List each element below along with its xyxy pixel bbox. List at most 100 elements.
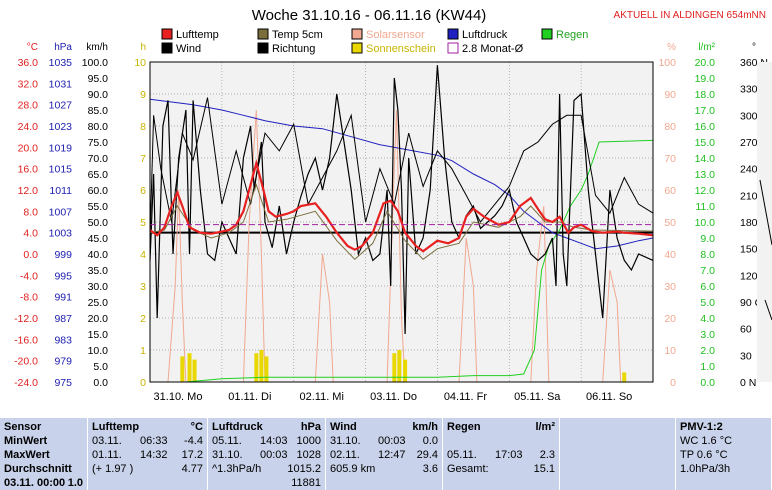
tick-wind-15: 25.0 [88,297,109,309]
stats-row: 605.9 km 3.6 [330,462,438,476]
stats-cell: 12:47 [378,449,406,461]
tick-temp-4: 20.0 [18,142,39,154]
tick-direction-12: 0 N [740,377,756,389]
stats-cell: 05.11. [447,449,477,461]
stats-cell: °C [190,421,203,433]
stats-cell: 31.10. [330,435,361,447]
tick-pressure-9: 999 [54,249,72,261]
stats-column-5 [560,418,676,490]
stats-cell: 00:03 [260,449,288,461]
tick-sun-8: 2 [140,313,146,325]
tick-pressure-13: 983 [54,334,72,346]
tick-wind-9: 55.0 [88,201,109,213]
tick-wind-14: 30.0 [88,281,109,293]
legend-swatch-2 [351,28,363,40]
tick-temp-15: -24.0 [14,377,38,389]
tick-rain-1: 19.0 [695,73,716,85]
stats-header: Regen l/m² [447,420,555,434]
tick-temp-9: 0.0 [23,249,38,261]
stats-cell: MaxWert [4,449,50,461]
stats-cell: WC 1.6 °C [680,435,733,447]
weather-week-chart: Woche 31.10.16 - 06.11.16 (KW44) AKTUELL… [14,7,772,403]
tick-wind-5: 75.0 [88,137,109,149]
tick-pressure-2: 1027 [49,100,73,112]
stats-cell: 1000 [296,435,321,447]
stats-row [564,448,671,462]
tick-percent-6: 40 [664,249,676,261]
legend-label-6: Richtung [272,43,315,55]
tick-sun-4: 6 [140,185,146,197]
tick-sun-7: 3 [140,281,146,293]
stats-row: 05.11. 17:03 2.3 [447,448,555,462]
stats-cell: 1.0 [67,477,83,489]
tick-pressure-14: 979 [54,356,72,368]
tick-wind-0: 100.0 [82,57,108,69]
tick-temp-1: 32.0 [18,78,39,90]
stats-cell: 11881 [291,477,321,489]
stats-row: (+ 1.97 ) 4.77 [92,462,203,476]
tick-temp-14: -20.0 [14,356,38,368]
tick-rain-8: 12.0 [695,185,716,197]
stats-row: Gesamt: 15.1 [447,462,555,476]
tick-wind-13: 35.0 [88,265,109,277]
stats-cell: (+ 1.97 ) [92,463,134,475]
tick-direction-5: 210 [740,190,758,202]
axis-unit-direction: ° [752,42,756,53]
tick-percent-0: 100 [658,57,676,69]
stats-cell: 14:03 [260,435,288,447]
day-label-4: 04.11. Fr [444,391,488,403]
stats-cell: 14:32 [140,449,168,461]
sunshine-bar-2 [192,359,197,382]
stats-row [564,476,671,490]
tick-pressure-0: 1035 [49,57,73,69]
stats-row: MinWert [4,434,83,448]
sunshine-bar-0 [180,356,185,382]
tick-sun-10: 0 [140,377,146,389]
stats-row: 02.11. 12:47 29.4 [330,448,438,462]
stats-cell: Sensor [4,421,42,433]
tick-direction-7: 150 [740,244,758,256]
stats-header: Wind km/h [330,420,438,434]
series-luftdruck [149,98,654,250]
stats-row [92,476,203,490]
station-label: AKTUELL IN ALDINGEN 654mNN [614,10,766,21]
stats-column-6: PMV-1:2 WC 1.6 °C TP 0.6 °C 1.0hPa/3h [676,418,772,490]
stats-cell: 3.6 [422,463,438,475]
legend-swatch-0 [161,28,173,40]
stats-cell: 2.3 [539,449,555,461]
tick-rain-4: 16.0 [695,121,716,133]
stats-cell: Lufttemp [92,421,140,433]
tick-wind-18: 10.0 [88,345,109,357]
day-label-2: 02.11. Mi [299,391,343,403]
legend-swatch-1 [257,28,269,40]
stats-header [564,420,671,434]
stats-cell: 605.9 km [330,463,376,475]
tick-direction-11: 30 [740,350,752,362]
tick-rain-15: 5.0 [700,297,715,309]
day-label-3: 03.11. Do [370,391,417,403]
tick-direction-4: 240 [740,164,758,176]
sunshine-bar-8 [403,359,408,382]
chart-title: Woche 31.10.16 - 06.11.16 (KW44) [252,7,487,24]
series-wind [149,65,654,335]
tick-wind-12: 40.0 [88,249,109,261]
axis-unit-rain: l/m² [698,42,715,53]
stats-cell: 17:03 [495,449,523,461]
sunshine-bar-6 [392,353,397,382]
tick-temp-7: 8.0 [23,206,38,218]
tick-percent-9: 10 [664,345,676,357]
stats-column-1: Lufttemp °C 03.11. 06:33 -4.4 01.11. 14:32 17.2… [88,418,208,490]
stats-row: 1.0hPa/3h [680,462,767,476]
tick-wind-17: 15.0 [88,329,109,341]
stats-cell: 1028 [296,449,321,461]
tick-rain-16: 4.0 [700,313,715,325]
tick-rain-19: 1.0 [700,361,715,373]
axis-unit-sun: h [140,42,146,53]
tick-percent-2: 80 [664,121,676,133]
stats-row: 05.11. 14:03 1000 [212,434,321,448]
tick-wind-11: 45.0 [88,233,109,245]
stats-cell: 05.11. [212,435,242,447]
tick-rain-20: 0.0 [700,377,715,389]
tick-rain-13: 7.0 [700,265,715,277]
sunshine-bar-4 [259,350,264,382]
